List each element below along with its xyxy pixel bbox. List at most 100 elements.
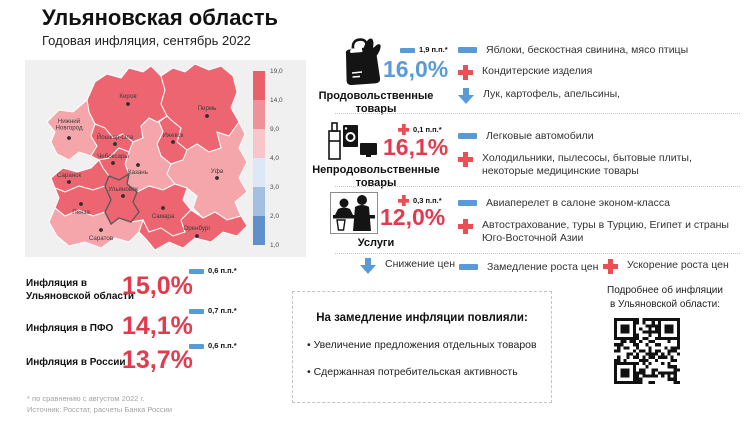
slowdown-bar-icon — [189, 268, 204, 274]
slowdown-bar-icon — [458, 47, 477, 53]
price-decrease-arrow-icon — [458, 88, 474, 104]
city-dot — [205, 114, 209, 118]
city-label: Йошкар-Ола — [97, 133, 134, 141]
kpi-label-pfo: Инфляция в ПФО — [26, 323, 114, 334]
city-dot — [111, 161, 115, 165]
change-direction-icon — [400, 47, 415, 53]
list-item-text: Легковые автомобили — [486, 130, 594, 142]
scale-tick: 1,0 — [270, 242, 280, 249]
list-item: Лук, картофель, апельсины, — [458, 88, 620, 104]
city-label: Ульяновск — [108, 186, 138, 193]
influence-bullet: Увеличение предложения отдельных товаров — [307, 339, 551, 351]
change-direction-icon — [398, 124, 409, 135]
scale-tick: 19,0 — [270, 68, 283, 75]
city-label: Саранск — [57, 172, 81, 179]
city-dot — [136, 163, 140, 167]
legend-text: Ускорение роста цен — [627, 259, 729, 271]
price-decrease-arrow-icon — [360, 258, 376, 274]
city-label: Пенза — [72, 209, 90, 216]
city-label: Казань — [128, 169, 148, 176]
footnote-source: Источник: Росстат, расчеты Банка России — [27, 405, 173, 414]
category-label-food: Продовольственные товары — [318, 90, 434, 116]
kpi-change-value: 0,7 п.п.* — [208, 306, 237, 315]
map-regions — [46, 63, 248, 251]
city-dot — [67, 180, 71, 184]
region-bashkortostan — [166, 121, 248, 221]
category-change-badge: 1,9 п.п.* — [400, 45, 448, 54]
list-item: Авиаперелет в салоне эконом-класса — [458, 197, 670, 210]
category-value-services: 12,0% — [380, 204, 446, 230]
slowdown-bar-icon — [458, 133, 477, 139]
volga-district-map: Киров Пермь Нижний Новгород Йошкар-Ола Ижевск… — [46, 63, 248, 251]
influence-title: На замедление инфляции повлияли: — [316, 312, 528, 324]
list-item-text: Кондитерские изделия — [482, 65, 593, 77]
category-change-badge: 0,1 п.п.* — [398, 124, 442, 135]
color-scale-bar — [253, 71, 265, 245]
choropleth-map-panel: Киров Пермь Нижний Новгород Йошкар-Ола Ижевск… — [25, 60, 306, 257]
services-counter-icon — [330, 192, 378, 234]
map-cities-layer: Киров Пермь Нижний Новгород Йошкар-Ола Ижевск… — [55, 93, 223, 242]
influence-bullet: Сдержанная потребительская активность — [307, 366, 551, 378]
city-dot — [215, 176, 219, 180]
color-scale-ticks: 19,0 14,0 9,0 4,0 3,0 2,0 1,0 — [270, 68, 302, 249]
city-dot — [161, 206, 165, 210]
list-item-text: Автострахование, туры в Турцию, Египет и… — [482, 219, 729, 245]
scale-tick: 2,0 — [270, 213, 280, 220]
scale-segment — [253, 129, 265, 158]
scale-tick: 14,0 — [270, 97, 283, 104]
section-divider — [335, 186, 740, 187]
scale-tick: 9,0 — [270, 126, 280, 133]
region-orenburg — [138, 209, 248, 251]
kpi-change-badge: 0,7 п.п.* — [189, 306, 237, 315]
appliances-icon — [328, 122, 377, 160]
scale-segment — [253, 187, 265, 216]
grocery-bag-icon — [345, 38, 381, 85]
qr-code-image — [614, 318, 680, 384]
city-dot — [121, 194, 125, 198]
kpi-value-ulyanovsk: 15,0% — [122, 272, 193, 300]
city-label: Ижевск — [162, 132, 183, 139]
section-divider — [335, 113, 740, 114]
city-label: Киров — [119, 93, 137, 100]
city-label: Саратов — [89, 235, 114, 242]
city-label: Самара — [152, 213, 175, 220]
scale-tick: 3,0 — [270, 184, 280, 191]
city-dot — [171, 140, 175, 144]
legend-text: Снижение цен — [385, 258, 456, 270]
legend-item-acceleration: Ускорение роста цен — [603, 259, 729, 274]
legend-item-slowdown: Замедление роста цен — [459, 261, 598, 274]
list-item: Яблоки, бескостная свинина, мясо птицы — [458, 44, 688, 57]
kpi-change-value: 0,6 п.п.* — [208, 266, 237, 275]
acceleration-plus-icon — [603, 259, 618, 274]
category-change-value: 1,9 п.п.* — [419, 45, 448, 54]
city-label: Нижний Новгород — [55, 118, 83, 132]
category-change-badge: 0,3 п.п.* — [398, 195, 442, 206]
footnote-comparison: * по сравнению с августом 2022 г. — [27, 394, 145, 403]
category-value-nonfood: 16,1% — [383, 134, 449, 160]
slowdown-bar-icon — [458, 200, 477, 206]
category-value-food: 16,0% — [383, 56, 449, 82]
kpi-change-value: 0,6 п.п.* — [208, 341, 237, 350]
list-item: Кондитерские изделия — [458, 65, 592, 80]
city-dot — [195, 234, 199, 238]
kpi-label-russia: Инфляция в России — [26, 357, 126, 368]
scale-tick: 4,0 — [270, 155, 280, 162]
category-change-value: 0,1 п.п.* — [413, 125, 442, 134]
city-dot — [126, 102, 130, 106]
scale-segment — [253, 100, 265, 129]
category-change-value: 0,3 п.п.* — [413, 196, 442, 205]
list-item: Автострахование, туры в Турцию, Египет и… — [458, 219, 734, 245]
slowdown-bar-icon — [189, 308, 204, 314]
influence-box: На замедление инфляции повлияли: Увеличе… — [292, 291, 552, 403]
qr-caption: Подробнее об инфляции в Ульяновской обла… — [585, 284, 745, 311]
scale-segment — [253, 216, 265, 245]
page-subtitle: Годовая инфляция, сентябрь 2022 — [42, 33, 251, 48]
page-title: Ульяновская область — [42, 5, 278, 30]
kpi-label-ulyanovsk: Инфляция в Ульяновской области — [26, 278, 134, 302]
section-divider — [335, 253, 740, 254]
change-direction-icon — [398, 195, 409, 206]
qr-caption-line1: Подробнее об инфляции — [607, 285, 723, 296]
list-item-text: Авиаперелет в салоне эконом-класса — [486, 197, 670, 209]
legend-item-decrease: Снижение цен — [360, 258, 455, 274]
